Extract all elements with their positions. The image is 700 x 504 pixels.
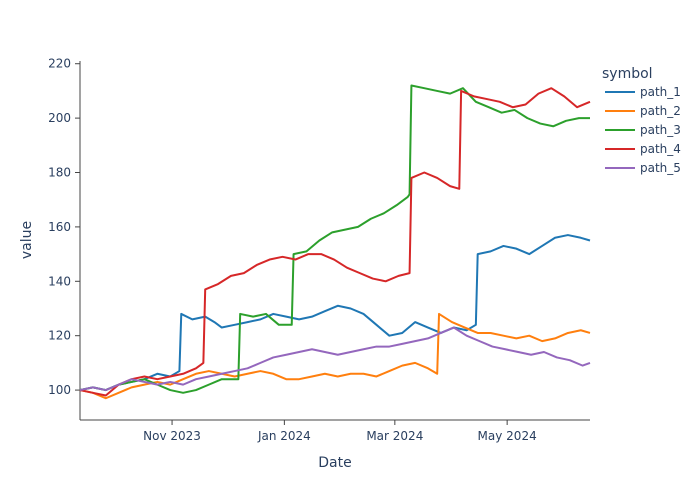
- x-tick-label: Mar 2024: [366, 429, 423, 443]
- legend-item-path-2[interactable]: path_2: [605, 104, 681, 118]
- series-line-path-3: [79, 84, 590, 394]
- legend-label: path_2: [640, 104, 681, 118]
- legend-label: path_3: [640, 123, 681, 137]
- x-tick-label: May 2024: [478, 429, 537, 443]
- y-tick-label: 140: [48, 274, 71, 288]
- y-tick-label: 180: [48, 166, 71, 180]
- x-tick-label: Jan 2024: [257, 429, 311, 443]
- y-tick-label: 160: [48, 220, 71, 234]
- legend-item-path-3[interactable]: path_3: [605, 123, 681, 137]
- legend-item-path-4[interactable]: path_4: [605, 142, 681, 156]
- legend-label: path_5: [640, 161, 681, 175]
- series-line-path-1: [79, 234, 591, 392]
- legend-title: symbol: [602, 66, 653, 82]
- series-line-path-5: [79, 326, 591, 392]
- legend-label: path_1: [640, 85, 681, 99]
- y-tick-label: 220: [48, 57, 71, 71]
- axes: 100 120 140 160 180 200 220 Nov 2023 Jan 2024 Ma…: [19, 57, 590, 471]
- y-tick-label: 120: [48, 329, 71, 343]
- y-tick-label: 100: [48, 383, 71, 397]
- y-axis-title: value: [19, 221, 35, 259]
- y-axis-ticks: 100 120 140 160 180 200 220: [48, 57, 80, 397]
- series-line-path-2: [79, 312, 591, 400]
- x-axis-title: Date: [318, 455, 351, 471]
- series-line-path-4: [79, 87, 591, 397]
- legend-item-path-1[interactable]: path_1: [605, 85, 681, 99]
- legend-items: path_1 path_2 path_3 path_4 path_5: [605, 85, 681, 175]
- x-axis-ticks: Nov 2023 Jan 2024 Mar 2024 May 2024: [143, 420, 537, 443]
- x-tick-label: Nov 2023: [143, 429, 201, 443]
- legend: symbol path_1 path_2 path_3 path_4 path_5: [602, 66, 681, 175]
- series-lines: [79, 84, 591, 400]
- legend-label: path_4: [640, 142, 681, 156]
- y-tick-label: 200: [48, 111, 71, 125]
- legend-item-path-5[interactable]: path_5: [605, 161, 681, 175]
